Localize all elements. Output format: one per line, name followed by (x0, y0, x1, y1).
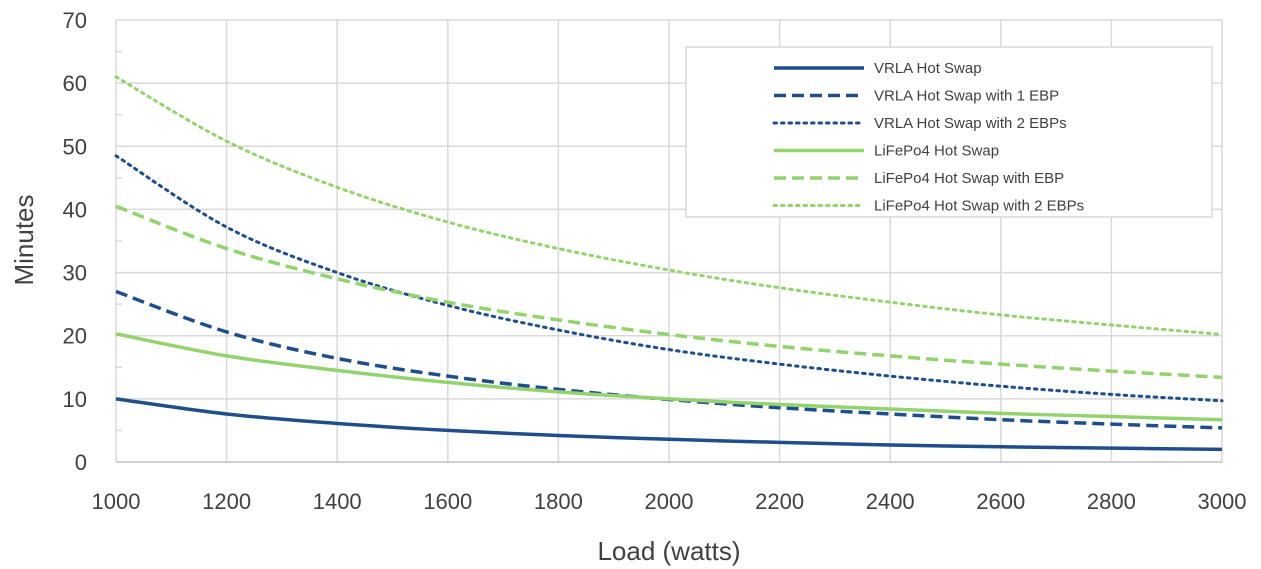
series-line-4 (115, 332, 1223, 422)
y-tick-labels: 0 10 20 30 40 50 60 70 (63, 8, 87, 475)
x-axis-title: Load (watts) (597, 536, 740, 566)
x-tick-label: 1000 (92, 489, 141, 514)
legend-label: VRLA Hot Swap with 2 EBPs (874, 115, 1067, 132)
x-tick-label: 2600 (976, 489, 1025, 514)
series-line-1 (115, 397, 1223, 452)
y-axis-title: Minutes (9, 194, 39, 285)
series-line-6 (114, 75, 1224, 336)
y-tick-label: 30 (63, 261, 87, 286)
series-line-5 (115, 204, 1223, 380)
y-tick-label: 40 (63, 197, 87, 222)
y-tick-label: 60 (63, 71, 87, 96)
legend-label: VRLA Hot Swap (874, 60, 982, 77)
legend-label: VRLA Hot Swap with 1 EBP (874, 88, 1059, 105)
y-tick-label: 70 (63, 8, 87, 33)
legend-box (685, 46, 1213, 218)
x-tick-label: 2200 (755, 489, 804, 514)
series-line-3 (114, 154, 1224, 403)
x-tick-label: 2000 (645, 489, 694, 514)
y-tick-label: 0 (75, 450, 87, 475)
x-tick-label: 1200 (202, 489, 251, 514)
x-tick-label: 1800 (534, 489, 583, 514)
y-tick-label: 10 (63, 387, 87, 412)
series-group (114, 75, 1224, 452)
legend-label: LiFePo4 Hot Swap (874, 143, 999, 160)
x-tick-label: 2800 (1087, 489, 1136, 514)
x-tick-label: 2400 (866, 489, 915, 514)
x-tick-label: 1600 (423, 489, 472, 514)
x-tick-labels: 1000 1200 1400 1600 1800 2000 2200 2400 2600 2800… (92, 489, 1247, 514)
y-tick-label: 20 (63, 324, 87, 349)
y-tick-label: 50 (63, 134, 87, 159)
x-tick-label: 3000 (1198, 489, 1247, 514)
grid (115, 19, 1223, 462)
legend: VRLA Hot Swap VRLA Hot Swap with 1 EBP VRL… (685, 46, 1213, 218)
legend-label: LiFePo4 Hot Swap with 2 EBPs (874, 198, 1084, 215)
legend-label: LiFePo4 Hot Swap with EBP (874, 170, 1064, 187)
x-tick-label: 1400 (313, 489, 362, 514)
